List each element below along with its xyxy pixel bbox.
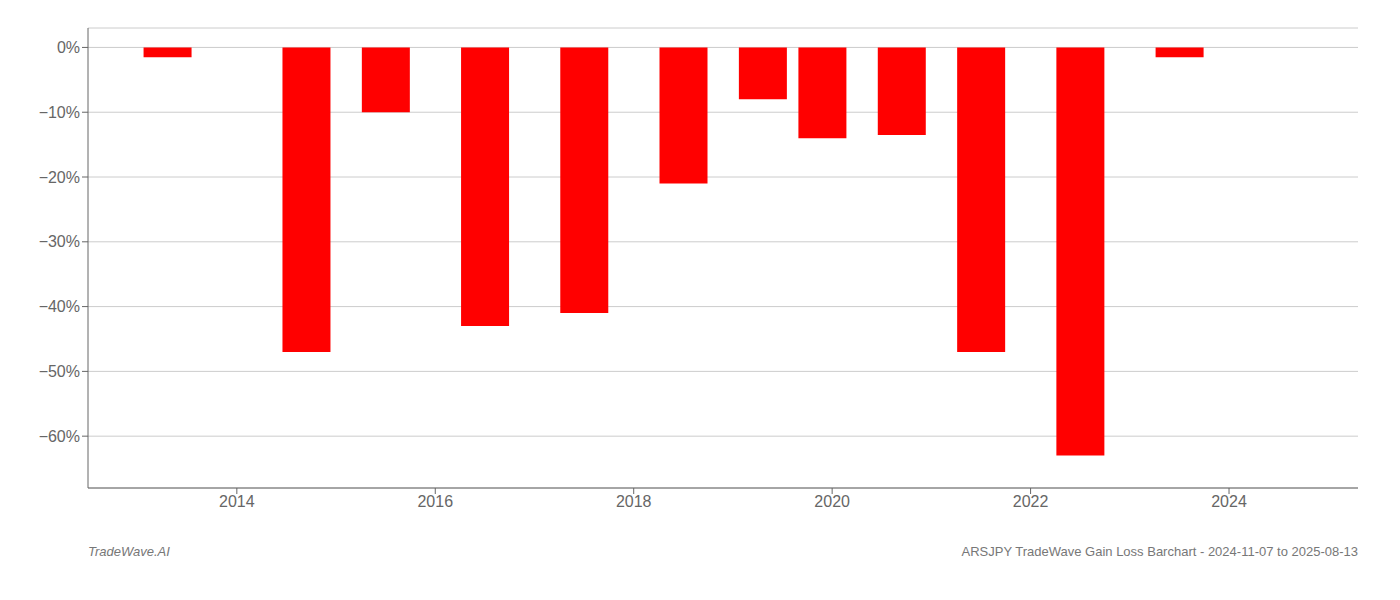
html-text:ARSJPY TradeWave Gain Loss Bar: ARSJPY TradeWave Gain Loss Barchart - 20… (961, 544, 1358, 559)
svg-text:2014: 2014 (219, 493, 255, 510)
html-text:TradeWave.AI: TradeWave.AI (88, 544, 170, 559)
svg-text:2022: 2022 (1013, 493, 1049, 510)
svg-text:2016: 2016 (417, 493, 453, 510)
svg-text:−20%: −20% (39, 169, 80, 186)
svg-text:−50%: −50% (39, 363, 80, 380)
svg-text:−10%: −10% (39, 104, 80, 121)
svg-text:2020: 2020 (814, 493, 850, 510)
svg-text:−60%: −60% (39, 428, 80, 445)
svg-text:−30%: −30% (39, 233, 80, 250)
svg-text:2024: 2024 (1211, 493, 1247, 510)
svg-text:−40%: −40% (39, 298, 80, 315)
svg-text:0%: 0% (57, 39, 80, 56)
svg-text:2018: 2018 (616, 493, 652, 510)
